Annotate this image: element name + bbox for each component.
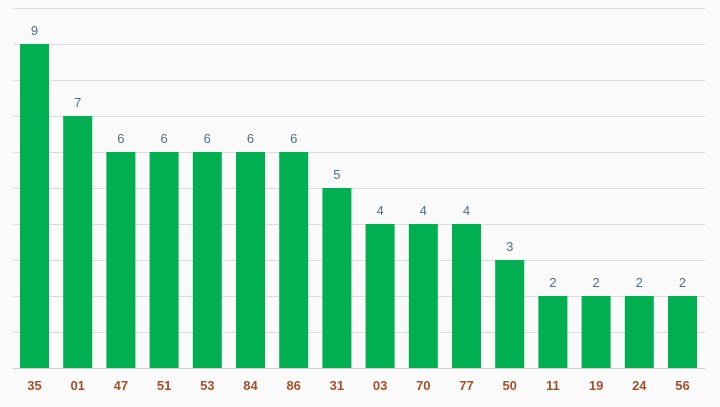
- bar-70: [408, 224, 438, 368]
- x-tick-label-11: 11: [546, 378, 560, 393]
- value-label-77: 4: [463, 203, 470, 218]
- value-label-31: 5: [333, 167, 340, 182]
- bar-56: [668, 296, 697, 368]
- bar-86: [279, 152, 309, 368]
- value-labels: 9 7 6 6 6 6 6 5 4 4 4 3 2 2 2 2: [31, 23, 686, 290]
- bar-03: [365, 224, 395, 368]
- bar-50: [495, 260, 525, 368]
- bar-51: [149, 152, 179, 368]
- bar-35: [20, 44, 49, 368]
- value-label-03: 4: [376, 203, 383, 218]
- bar-84: [236, 152, 265, 368]
- x-tick-label-84: 84: [243, 378, 258, 393]
- value-label-01: 7: [74, 95, 81, 110]
- x-tick-label-50: 50: [502, 378, 516, 393]
- bar-53: [192, 152, 222, 368]
- value-label-86: 6: [290, 131, 297, 146]
- x-tick-label-70: 70: [416, 378, 430, 393]
- bar-77: [452, 224, 481, 368]
- value-label-53: 6: [204, 131, 211, 146]
- x-tick-label-77: 77: [459, 378, 473, 393]
- value-label-51: 6: [160, 131, 167, 146]
- x-tick-label-31: 31: [330, 378, 344, 393]
- x-tick-label-86: 86: [286, 378, 300, 393]
- bar-24: [624, 296, 654, 368]
- bar-47: [106, 152, 136, 368]
- x-tick-label-51: 51: [157, 378, 171, 393]
- value-label-47: 6: [117, 131, 124, 146]
- bar-19: [581, 296, 611, 368]
- x-tick-label-47: 47: [114, 378, 128, 393]
- x-tick-label-53: 53: [200, 378, 214, 393]
- value-label-50: 3: [506, 239, 513, 254]
- value-label-19: 2: [592, 275, 599, 290]
- x-tick-label-56: 56: [675, 378, 689, 393]
- value-label-70: 4: [420, 203, 427, 218]
- value-label-24: 2: [636, 275, 643, 290]
- bar-11: [538, 296, 568, 368]
- x-tick-label-03: 03: [373, 378, 387, 393]
- x-tick-label-24: 24: [632, 378, 647, 393]
- value-label-84: 6: [247, 131, 254, 146]
- value-label-11: 2: [549, 275, 556, 290]
- bar-01: [63, 116, 93, 368]
- value-label-35: 9: [31, 23, 38, 38]
- value-label-56: 2: [679, 275, 686, 290]
- x-tick-label-35: 35: [27, 378, 41, 393]
- x-tick-label-01: 01: [70, 378, 84, 393]
- x-tick-label-19: 19: [589, 378, 603, 393]
- bars: [20, 44, 697, 368]
- bar-31: [322, 188, 352, 368]
- x-tick-labels: 35 01 47 51 53 84 86 31 03 70 77 50 11 19 24 56: [27, 378, 689, 393]
